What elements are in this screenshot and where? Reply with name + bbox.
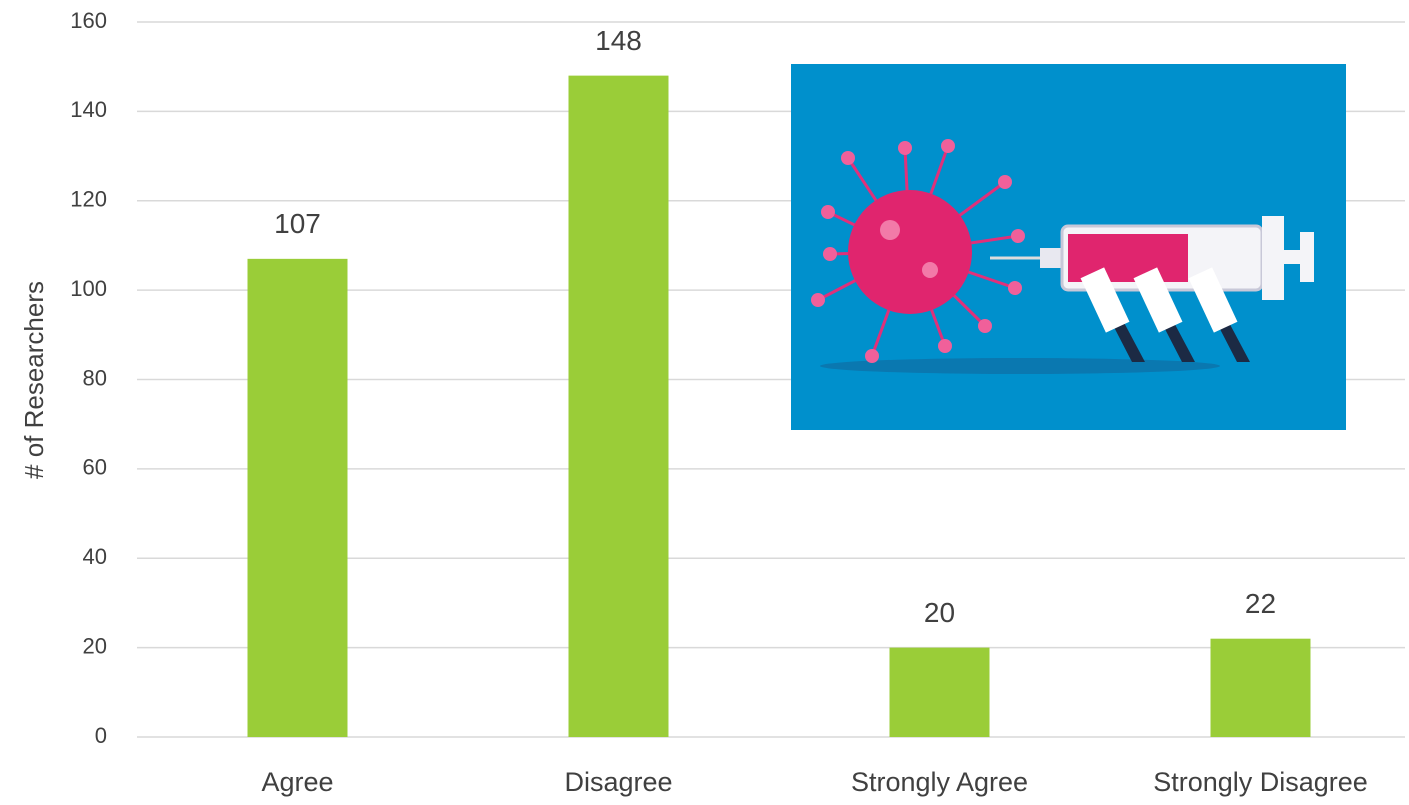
- y-tick-label: 60: [83, 455, 107, 480]
- y-axis-title: # of Researchers: [19, 281, 49, 479]
- y-tick-label: 0: [95, 723, 107, 748]
- illustration: [791, 64, 1346, 430]
- y-tick-label: 20: [83, 633, 107, 658]
- bar: [1210, 638, 1311, 737]
- x-tick-label: Agree: [261, 767, 333, 797]
- y-tick-label: 160: [70, 8, 107, 33]
- y-tick-label: 120: [70, 187, 107, 212]
- data-label: 107: [274, 208, 321, 239]
- y-tick-label: 40: [83, 544, 107, 569]
- x-tick-label: Strongly Disagree: [1153, 767, 1368, 797]
- bar: [568, 75, 669, 737]
- bar: [889, 647, 990, 737]
- data-label: 22: [1245, 588, 1276, 619]
- x-tick-label: Disagree: [564, 767, 672, 797]
- bar: [247, 258, 348, 737]
- data-label: 20: [924, 597, 955, 628]
- y-tick-label: 100: [70, 276, 107, 301]
- data-label: 148: [595, 25, 642, 56]
- x-tick-label: Strongly Agree: [851, 767, 1028, 797]
- y-tick-label: 140: [70, 97, 107, 122]
- y-tick-label: 80: [83, 365, 107, 390]
